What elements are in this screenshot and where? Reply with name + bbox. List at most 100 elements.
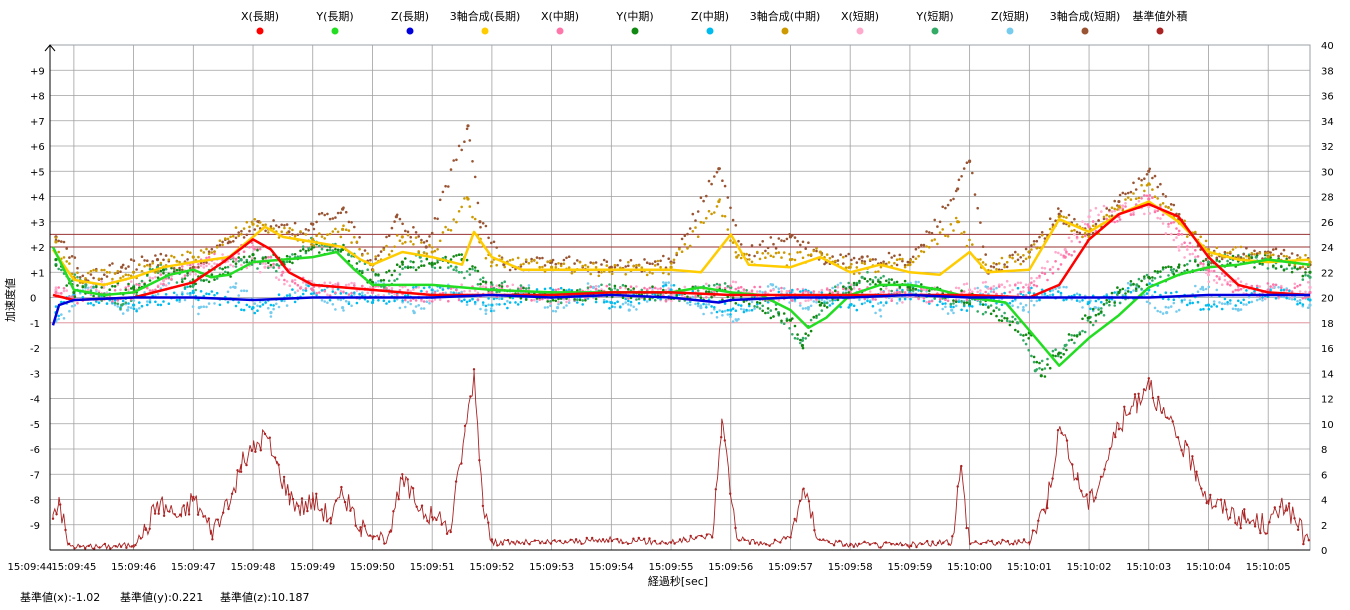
series-point [1097,308,1100,311]
series-point [301,245,305,248]
series-point [318,244,321,248]
series-point [159,252,163,256]
series-point [836,283,840,287]
series-point [1001,538,1004,542]
series-point [328,248,332,252]
series-point [962,283,966,286]
series-point [234,282,238,285]
series-point [922,288,926,292]
series-point [914,247,918,251]
series-point [361,291,364,295]
series-point [713,308,716,311]
series-point [372,535,375,538]
series-point [1274,283,1278,287]
series-point [1285,296,1288,300]
series-point [1062,222,1065,225]
series-point [992,288,996,291]
y-tick-label: +4 [30,193,45,204]
series-point [468,299,472,303]
series-point [139,537,142,540]
series-point [800,343,805,348]
series-point [624,284,627,288]
series-point [739,307,743,311]
x-tick-label: 15:10:04 [1186,562,1231,573]
series-point [100,277,103,281]
series-point [989,287,993,291]
series-point [773,538,777,541]
series-point [895,542,898,546]
series-point [460,290,464,294]
series-point [449,530,452,534]
series-point [554,262,558,266]
series-point [1011,315,1014,319]
series-point [984,253,987,256]
series-point [1274,267,1278,270]
series-point [412,260,415,264]
series-point [1212,303,1216,306]
series-point [323,237,327,240]
series-point [1019,302,1022,305]
series-point [277,266,281,270]
y-tick-label: -2 [30,344,40,355]
series-point [261,257,265,260]
series-point [756,250,759,254]
series-point [524,298,528,301]
series-point [726,196,730,199]
series-point [782,287,786,290]
series-point [890,297,893,300]
series-point [799,338,802,342]
series-point [806,306,810,310]
series-point [613,284,617,288]
series-point [729,313,732,316]
series-point [992,309,996,313]
legend-label: 基準値外積 [1133,9,1188,23]
series-point [315,234,318,238]
series-point [1124,192,1127,196]
series-point [825,306,829,309]
series-point [234,262,238,266]
series-point [326,301,329,305]
series-point [285,231,289,235]
series-point [1196,263,1200,267]
series-point [960,175,963,178]
series-point [430,246,434,249]
series-point [161,268,166,272]
series-point [1030,286,1033,290]
series-point [409,302,413,306]
series-point [414,236,418,239]
series-point [1110,210,1114,213]
series-point [607,540,610,543]
series-point [874,298,877,301]
series-point [1290,267,1294,270]
series-point [731,241,735,244]
series-point [809,318,813,322]
series-point [662,284,665,288]
series-point [221,267,224,271]
series-point [227,507,230,511]
series-point [672,258,676,262]
series-point [957,286,961,290]
series-point [954,300,958,304]
series-point [105,270,109,274]
series-point [178,298,181,302]
series-point [78,276,82,279]
series-point [1113,209,1116,213]
series-point [199,290,203,293]
series-point [1156,216,1159,220]
series-point [1202,307,1205,311]
series-point [1063,343,1067,348]
series-point [1237,299,1240,303]
series-point [613,287,617,290]
series-point [304,289,308,292]
series-point [1118,301,1122,305]
series-point [546,300,549,303]
series-point [729,315,732,319]
series-point [1186,245,1189,248]
series-point [326,212,329,216]
y-tick-label: +9 [30,66,45,77]
series-point [1070,240,1073,243]
series-point [1293,517,1296,520]
series-point [191,278,195,281]
series-point [460,299,464,303]
series-point [723,302,727,305]
